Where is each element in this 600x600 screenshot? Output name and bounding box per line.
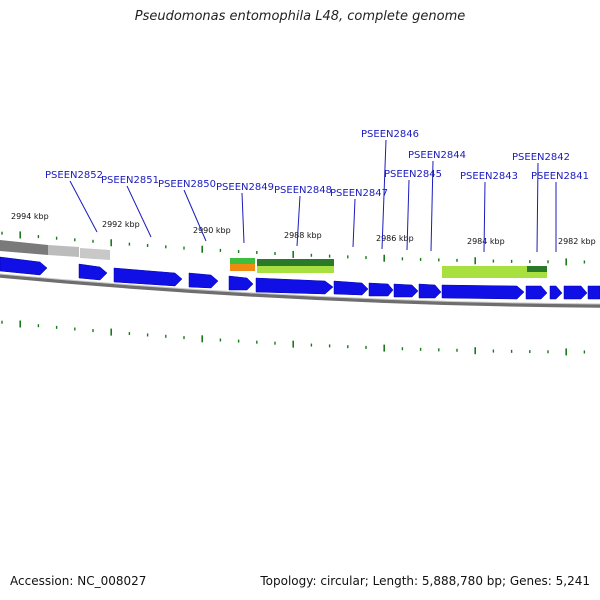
gene-arrow: [418, 283, 442, 299]
gene-arrow: [0, 256, 48, 276]
gene-label[interactable]: PSEEN2843: [460, 171, 518, 182]
leader-line: [430, 160, 434, 252]
gray-feature-track: [0, 240, 110, 260]
gene-arrow: [587, 285, 600, 300]
leader-line: [536, 162, 539, 253]
feature-block: [230, 264, 255, 271]
scale-label: 2984 kbp: [467, 237, 505, 246]
leader-line: [241, 192, 245, 244]
feature-block: [257, 266, 334, 273]
genome-backbone: [0, 274, 600, 308]
gene-label[interactable]: PSEEN2846: [361, 129, 419, 140]
leader-line: [69, 180, 98, 233]
gene-arrow: [228, 275, 254, 291]
gene-label[interactable]: PSEEN2847: [330, 188, 388, 199]
leader-line: [406, 179, 410, 251]
gene-arrow: [188, 272, 219, 289]
feature-block: [257, 259, 334, 266]
feature-block: [442, 266, 527, 278]
gene-label[interactable]: PSEEN2852: [45, 170, 103, 181]
leader-line: [352, 198, 356, 248]
gene-label[interactable]: PSEEN2849: [216, 182, 274, 193]
scale-label: 2992 kbp: [102, 220, 140, 229]
feature-block: [80, 248, 110, 260]
gene-label[interactable]: PSEEN2851: [101, 175, 159, 186]
feature-block: [48, 245, 79, 257]
gene-arrow: [549, 285, 563, 300]
gene-arrows: [0, 256, 600, 300]
gene-label[interactable]: PSEEN2844: [408, 150, 466, 161]
feature-block: [0, 240, 48, 255]
scale-label: 2990 kbp: [193, 226, 231, 235]
gene-arrow: [333, 280, 369, 296]
gene-leader-lines: [69, 139, 557, 253]
colored-feature-track: [230, 258, 547, 278]
leader-line: [381, 139, 387, 250]
gene-arrow: [113, 267, 183, 287]
feature-block: [230, 258, 255, 264]
gene-label[interactable]: PSEEN2848: [274, 185, 332, 196]
feature-block: [527, 266, 547, 272]
gene-arrow: [563, 285, 588, 300]
scale-labels: 2994 kbp 2992 kbp 2990 kbp 2988 kbp 2986…: [11, 212, 596, 246]
gene-label[interactable]: PSEEN2841: [531, 171, 589, 182]
gene-label[interactable]: PSEEN2850: [158, 179, 216, 190]
scale-label: 2988 kbp: [284, 231, 322, 240]
scale-label: 2994 kbp: [11, 212, 49, 221]
gene-arrow: [255, 277, 334, 295]
gene-arrow: [78, 263, 108, 281]
leader-line: [296, 195, 301, 247]
gene-arrow: [368, 282, 394, 297]
genome-backbone-highlight: [0, 273, 600, 305]
gene-labels: PSEEN2852 PSEEN2851 PSEEN2850 PSEEN2849 …: [45, 129, 589, 199]
scale-label: 2986 kbp: [376, 234, 414, 243]
accession-text: Accession: NC_008027: [10, 574, 147, 588]
gene-arrow: [525, 285, 548, 300]
upper-tick-row: [1, 231, 586, 266]
scale-label: 2982 kbp: [558, 237, 596, 246]
leader-line: [126, 185, 152, 238]
genome-title: Pseudomonas entomophila L48, complete ge…: [134, 9, 466, 24]
gene-arrow: [393, 283, 419, 298]
genome-summary-text: Topology: circular; Length: 5,888,780 bp…: [260, 574, 590, 588]
gene-label[interactable]: PSEEN2845: [384, 169, 442, 180]
leader-line: [483, 181, 486, 253]
gene-arrow: [441, 284, 525, 300]
lower-tick-row: [1, 320, 586, 356]
leader-line: [183, 189, 207, 242]
feature-block: [527, 272, 547, 278]
gene-label[interactable]: PSEEN2842: [512, 152, 570, 163]
